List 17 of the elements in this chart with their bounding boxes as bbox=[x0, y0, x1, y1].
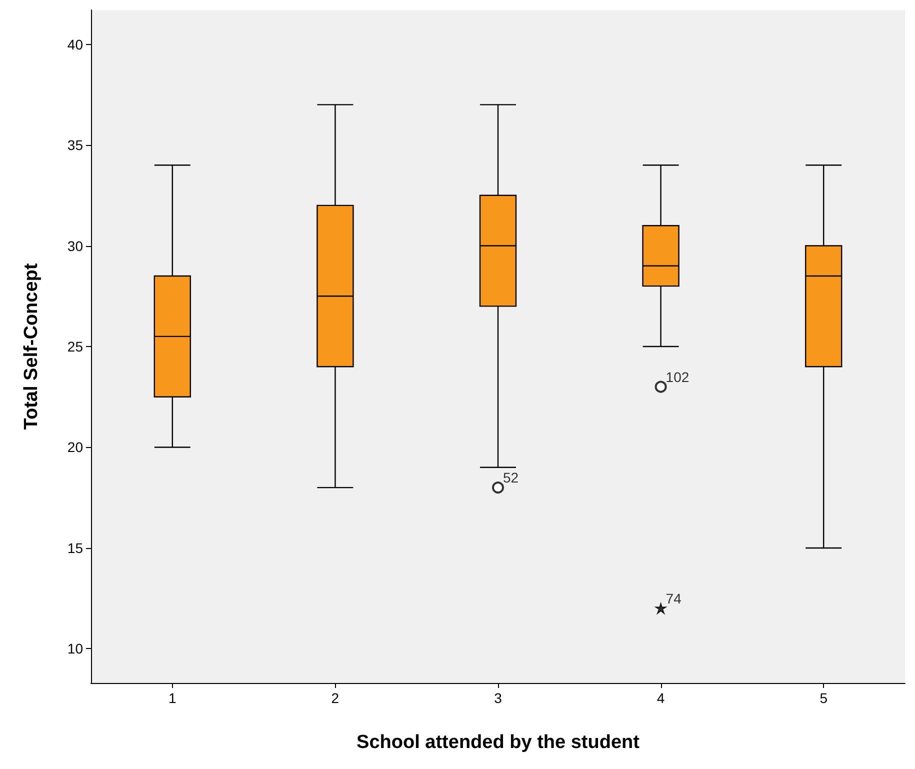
y-axis-title: Total Self-Concept bbox=[21, 262, 42, 430]
x-tick-label: 1 bbox=[168, 690, 176, 706]
y-tick-label: 20 bbox=[67, 439, 84, 456]
y-tick-label: 25 bbox=[67, 338, 84, 354]
y-tick-label: 35 bbox=[67, 137, 84, 154]
x-tick-label: 3 bbox=[494, 690, 502, 706]
annotation: 102 bbox=[666, 368, 690, 385]
y-tick-label: 30 bbox=[67, 238, 84, 254]
y-tick-label: 15 bbox=[67, 540, 84, 556]
annotation: 74 bbox=[666, 590, 682, 606]
y-tick-label: 40 bbox=[67, 36, 84, 52]
annotation: 52 bbox=[503, 470, 519, 486]
x-axis-title: School attended by the student bbox=[356, 732, 640, 753]
y-tick-label: 10 bbox=[67, 640, 84, 657]
x-tick-label: 5 bbox=[820, 690, 828, 706]
x-tick-label: 4 bbox=[656, 690, 665, 706]
x-tick-label: 2 bbox=[331, 690, 340, 706]
